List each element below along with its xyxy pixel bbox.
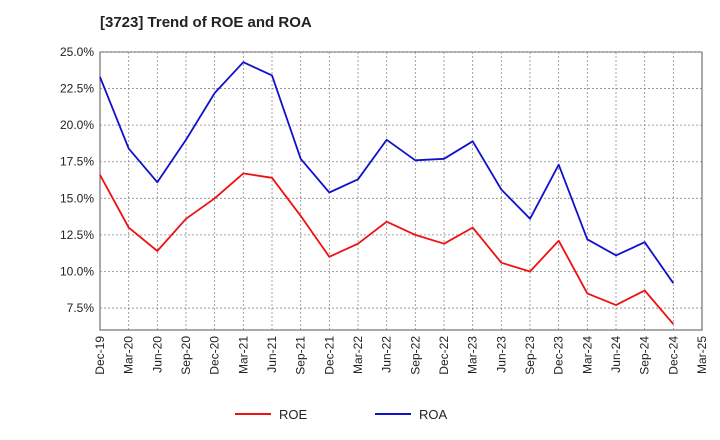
series-line-roe [99,172,674,325]
y-tick-label: 22.5% [60,82,94,96]
y-tick-label: 17.5% [60,155,94,169]
x-tick-label: Jun-24 [609,336,623,373]
x-tick-label: Jun-23 [494,336,508,373]
legend: ROE ROA [235,407,448,422]
grid-layer [100,51,702,330]
series-line-roa [99,61,675,284]
x-tick-label: Dec-19 [93,336,107,375]
x-tick-label: Jun-22 [380,336,394,373]
series-layer [99,61,675,325]
x-tick-label: Dec-23 [552,336,566,375]
x-tick-label: Sep-21 [294,336,308,375]
y-tick-label: 12.5% [60,228,94,242]
x-tick-label: Sep-22 [408,336,422,375]
x-tick-label: Jun-20 [150,336,164,373]
y-tick-label: 10.0% [60,264,94,278]
x-tick-label: Dec-22 [437,336,451,375]
x-tick-label: Mar-21 [236,336,250,374]
x-tick-label: Mar-24 [580,336,594,374]
x-tick-label: Mar-23 [466,336,480,374]
legend-label-roa: ROA [419,407,448,422]
x-tick-label: Dec-24 [666,336,680,375]
x-tick-label: Mar-22 [351,336,365,374]
x-tick-label: Sep-20 [179,336,193,375]
chart-title: [3723] Trend of ROE and ROA [100,14,312,31]
x-tick-label: Sep-24 [638,336,652,375]
x-tick-label: Dec-21 [322,336,336,375]
x-axis-ticks: Dec-19 Mar-20 Jun-20 Sep-20 Dec-20 Mar-21 Jun-… [93,336,709,375]
x-tick-label: Jun-21 [265,336,279,373]
x-tick-label: Sep-23 [523,336,537,375]
plot-area [99,51,703,331]
y-tick-label: 25.0% [60,45,94,59]
legend-label-roe: ROE [279,407,308,422]
y-tick-label: 20.0% [60,118,94,132]
y-tick-label: 15.0% [60,191,94,205]
x-tick-label: Mar-20 [122,336,136,374]
y-axis-ticks: 7.5% 10.0% 12.5% 15.0% 17.5% 20.0% 22.5% 25.0% [60,45,94,315]
x-tick-label: Mar-25 [695,336,709,374]
x-tick-label: Dec-20 [208,336,222,375]
y-tick-label: 7.5% [67,301,95,315]
